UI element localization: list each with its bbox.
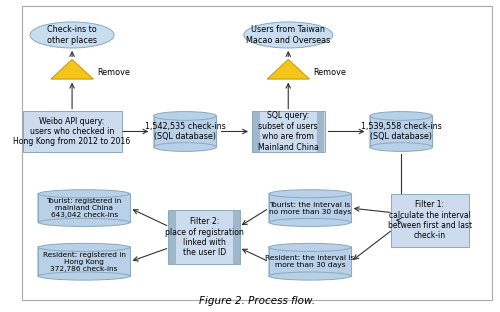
Text: Resident: registered in
Hong Kong
372,786 check-ins: Resident: registered in Hong Kong 372,78… (42, 252, 125, 272)
Text: Tourist: registered in
mainland China
643,042 check-ins: Tourist: registered in mainland China 64… (46, 198, 122, 218)
Ellipse shape (269, 218, 350, 227)
Ellipse shape (154, 112, 216, 120)
Text: Remove: Remove (97, 68, 130, 77)
Text: Tourist: the interval is
no more than 30 days: Tourist: the interval is no more than 30… (268, 202, 351, 215)
Text: 1,542,535 check-ins
(SQL database): 1,542,535 check-ins (SQL database) (144, 122, 226, 141)
FancyBboxPatch shape (168, 210, 240, 264)
Bar (318, 112, 323, 151)
Text: 1,539,558 check-ins
(SQL database): 1,539,558 check-ins (SQL database) (361, 122, 442, 141)
Ellipse shape (244, 22, 332, 48)
Ellipse shape (269, 190, 350, 198)
Bar (170, 211, 175, 263)
Polygon shape (267, 60, 310, 79)
Bar (254, 112, 259, 151)
Text: Resident: the interval is
more than 30 days: Resident: the interval is more than 30 d… (265, 255, 354, 268)
Polygon shape (38, 194, 130, 222)
Ellipse shape (370, 112, 432, 120)
Polygon shape (370, 116, 432, 147)
Ellipse shape (370, 143, 432, 151)
Text: Remove: Remove (313, 68, 346, 77)
Ellipse shape (269, 272, 350, 280)
Polygon shape (38, 247, 130, 276)
FancyBboxPatch shape (252, 111, 324, 152)
Ellipse shape (30, 22, 114, 48)
Text: Figure 2. Process flow.: Figure 2. Process flow. (199, 296, 315, 306)
Polygon shape (154, 116, 216, 147)
Polygon shape (269, 247, 350, 276)
Ellipse shape (38, 272, 130, 280)
Ellipse shape (38, 190, 130, 198)
Ellipse shape (269, 243, 350, 251)
Ellipse shape (154, 143, 216, 151)
Ellipse shape (38, 243, 130, 251)
Text: Users from Taiwan
Macao and Overseas: Users from Taiwan Macao and Overseas (246, 25, 330, 45)
Text: Filter 2:
place of registration
linked with
the user ID: Filter 2: place of registration linked w… (165, 217, 244, 257)
FancyBboxPatch shape (392, 194, 468, 246)
Text: Filter 1:
calculate the interval
between first and last
check-in: Filter 1: calculate the interval between… (388, 200, 472, 241)
Bar (234, 211, 239, 263)
Ellipse shape (38, 218, 130, 227)
Polygon shape (51, 60, 93, 79)
Text: Check-ins to
other places: Check-ins to other places (47, 25, 97, 45)
FancyBboxPatch shape (22, 111, 122, 152)
Text: Weibo API query:
users who checked in
Hong Kong from 2012 to 2016: Weibo API query: users who checked in Ho… (14, 117, 130, 146)
Polygon shape (269, 194, 350, 222)
Text: SQL query:
subset of users
who are from
Mainland China: SQL query: subset of users who are from … (258, 111, 318, 152)
